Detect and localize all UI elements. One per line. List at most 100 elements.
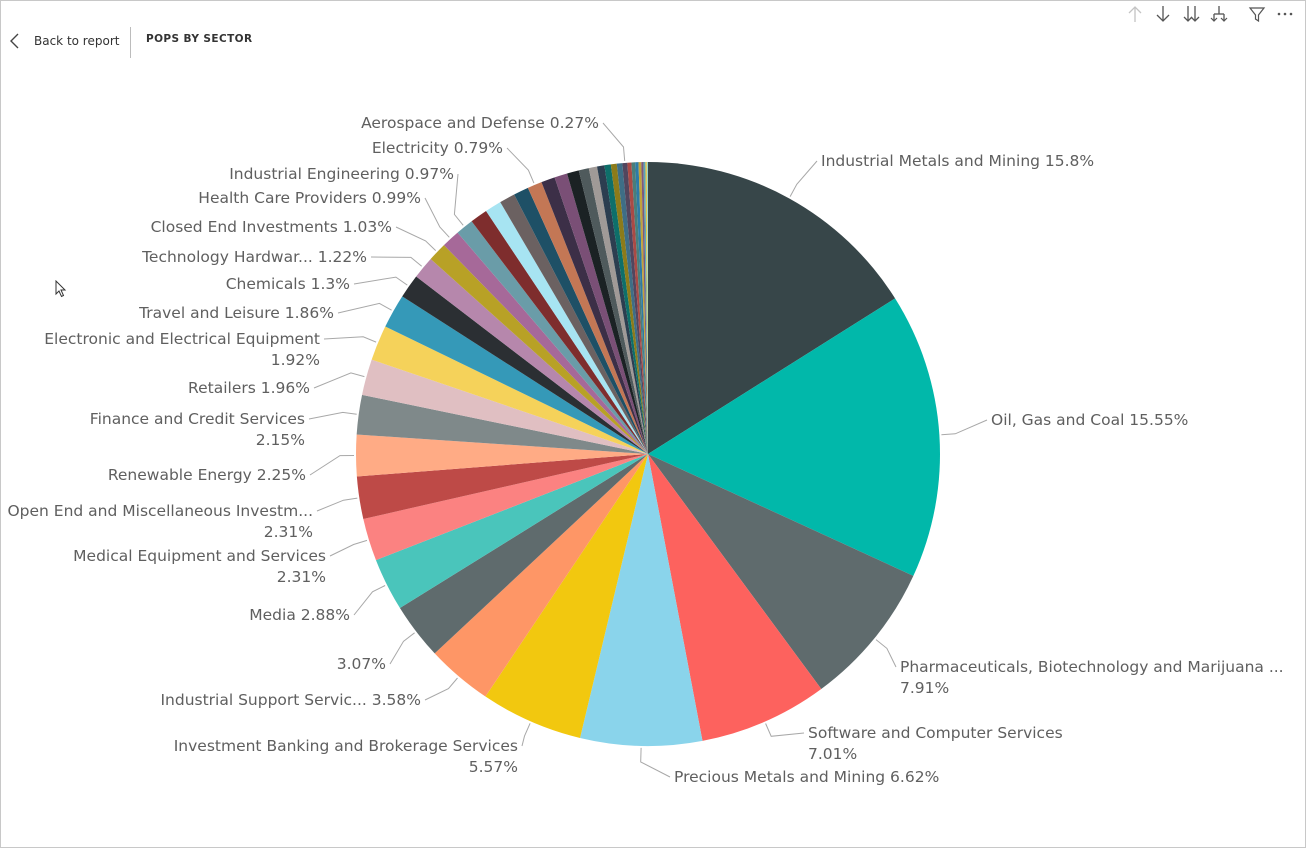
drill-down-icon[interactable] [1152,3,1174,25]
leader-line [308,411,357,420]
pie-slice[interactable] [627,162,648,454]
pie-slice[interactable] [648,454,822,741]
leader-line [506,147,535,184]
pie-slice[interactable] [375,454,648,609]
data-label-value: 2.31% [277,568,326,586]
pie-slice[interactable] [514,187,648,454]
leader-line [789,160,818,197]
mouse-cursor-icon [55,279,67,298]
data-label: Retailers 1.96% [188,379,310,397]
pie-slice[interactable] [635,162,648,454]
pie-slice[interactable] [355,434,648,477]
pie-slice[interactable] [554,173,648,454]
data-label: Electricity 0.79% [372,139,503,157]
pie-slice[interactable] [402,276,648,454]
leader-line [395,226,437,251]
data-label: Chemicals 1.3% [226,275,350,293]
data-label: Medical Equipment and Services [73,547,326,565]
leader-line [309,455,355,476]
pie-slice[interactable] [622,162,648,455]
pie-slice[interactable] [485,454,648,738]
pie-slice[interactable] [580,454,703,746]
pie-slice[interactable] [362,359,648,454]
data-label: Industrial Support Servic... 3.58% [160,691,421,709]
back-to-report-button[interactable]: Back to report [8,28,119,54]
pie-slice[interactable] [567,170,648,454]
leader-line [875,639,897,668]
pie-slice[interactable] [541,177,648,454]
data-label: Renewable Energy 2.25% [108,466,306,484]
pie-slice[interactable] [631,162,648,454]
data-label: Media 2.88% [249,606,350,624]
visual-title: POPS BY SECTOR [146,33,253,45]
data-label: Finance and Credit Services [90,410,305,428]
pie-slice[interactable] [645,162,648,454]
pie-slice[interactable] [597,165,648,454]
pie-slice[interactable] [646,161,648,454]
pie-slice[interactable] [416,258,648,454]
pie-slice[interactable] [434,454,648,697]
leader-line [316,497,358,512]
pie-slice[interactable] [638,162,648,454]
data-label-value: 2.15% [256,431,305,449]
pie-slice[interactable] [578,168,648,454]
drill-up-icon[interactable] [1124,3,1146,25]
back-to-report-label: Back to report [34,34,120,48]
leader-line [323,336,377,343]
pie-slice[interactable] [648,162,896,454]
expand-hierarchy-icon[interactable] [1208,3,1230,25]
pie-slice[interactable] [399,454,648,654]
data-label-value: 7.01% [808,745,857,763]
pie-slice[interactable] [385,296,648,454]
pie-slice[interactable] [356,454,648,519]
data-label-value: 1.92% [271,351,320,369]
leader-line [453,173,464,226]
pie-slice[interactable] [471,211,648,454]
pie-slice[interactable] [430,245,648,454]
data-label-value: 7.91% [900,679,949,697]
data-label: Oil, Gas and Coal 15.55% [991,411,1188,429]
pie-slice[interactable] [588,166,648,455]
pie-slice[interactable] [371,326,648,454]
pie-slice[interactable] [527,182,648,454]
pie-slice[interactable] [641,162,648,454]
pie-slice[interactable] [363,454,648,561]
data-label-value: 5.57% [469,758,518,776]
pie-slice[interactable] [648,298,940,576]
leader-line [640,747,671,778]
pie-slice[interactable] [610,163,648,454]
chevron-left-icon [8,31,22,51]
pie-slice[interactable] [643,162,648,454]
pie-slice[interactable] [604,164,648,454]
data-label: Pharmaceuticals, Biotechnology and Marij… [900,658,1284,676]
pie-slice[interactable] [648,454,914,690]
pie-slice[interactable] [500,194,648,455]
data-label: Open End and Miscellaneous Investm... [7,502,313,520]
expand-next-level-icon[interactable] [1180,3,1202,25]
more-options-icon[interactable] [1274,3,1296,25]
leader-line [521,723,531,747]
leader-line [313,372,365,389]
pie-slice[interactable] [457,221,648,454]
leader-line [353,276,408,286]
pie-slice[interactable] [443,232,648,454]
data-label: Precious Metals and Mining 6.62% [674,768,939,786]
visual-header: Back to report POPS BY SECTOR [0,0,1308,70]
data-label: Investment Banking and Brokerage Service… [174,737,518,755]
pie-slice[interactable] [616,163,648,454]
leader-line [424,677,458,701]
filter-icon[interactable] [1246,3,1268,25]
leader-line [353,585,386,616]
visual-toolbar [1124,2,1296,26]
data-label: Electronic and Electrical Equipment [44,330,320,348]
leader-line [329,539,368,557]
data-label: 3.07% [337,655,386,673]
data-label: Travel and Leisure 1.86% [138,304,334,322]
data-label: Technology Hardwar... 1.22% [141,248,367,266]
data-label: Industrial Engineering 0.97% [229,165,454,183]
pie-slice[interactable] [486,202,648,454]
pie-slice[interactable] [356,394,648,454]
header-divider [130,27,131,58]
leader-line [370,256,423,267]
